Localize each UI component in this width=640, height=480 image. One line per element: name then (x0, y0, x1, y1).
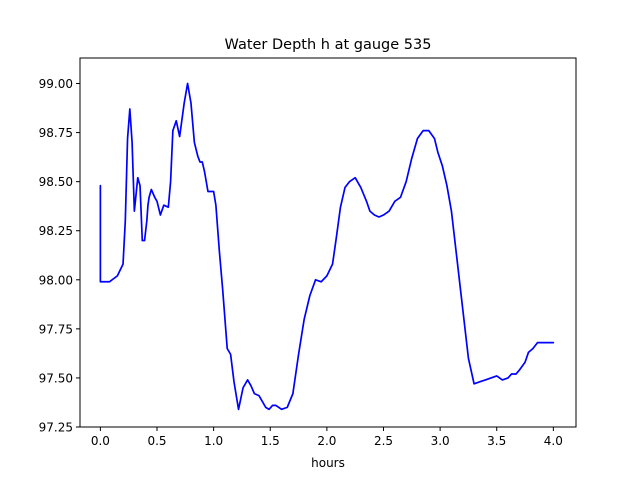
series-line (99, 82, 555, 411)
y-tick-label: 97.75 (39, 322, 73, 336)
chart-title: Water Depth h at gauge 535 (225, 37, 432, 53)
x-tick-label: 0.0 (91, 434, 110, 448)
x-tick-label: 2.0 (317, 434, 336, 448)
y-tick-label: 97.25 (39, 421, 73, 435)
y-tick-label: 98.75 (39, 126, 73, 140)
plot-frame (79, 57, 577, 428)
y-tick-label: 98.50 (39, 175, 73, 189)
x-tick-label: 2.5 (374, 434, 393, 448)
series-group (99, 82, 555, 411)
x-tick-label: 3.0 (431, 434, 450, 448)
x-axis-label: hours (311, 456, 345, 470)
x-tick-label: 1.5 (261, 434, 280, 448)
y-tick-label: 98.00 (39, 273, 73, 287)
x-tick-label: 3.5 (487, 434, 506, 448)
y-axis: 97.25 97.50 97.75 98.00 98.25 98.50 98.75 99.00 (39, 77, 80, 435)
x-axis: 0.0 0.5 1.0 1.5 2.0 2.5 3.0 3.5 4.0 (91, 427, 563, 448)
x-tick-label: 1.0 (204, 434, 223, 448)
y-tick-label: 99.00 (39, 77, 73, 91)
y-tick-label: 98.25 (39, 224, 73, 238)
x-tick-label: 0.5 (147, 434, 166, 448)
plot-area (80, 58, 576, 427)
y-tick-label: 97.50 (39, 371, 73, 385)
x-tick-label: 4.0 (544, 434, 563, 448)
